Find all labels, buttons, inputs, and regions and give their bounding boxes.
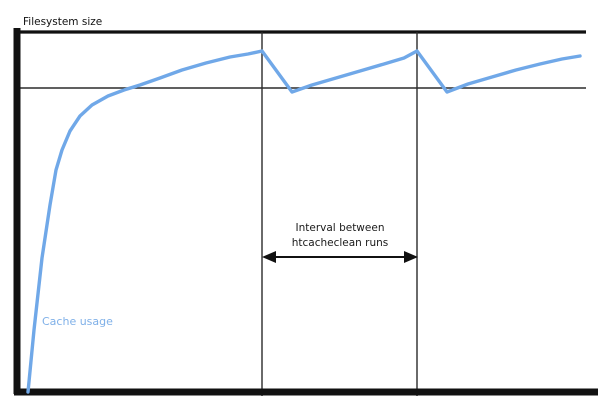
interval-arrow-head-left <box>262 251 276 263</box>
interval-annotation-line-1: Interval between <box>296 222 385 234</box>
interval-annotation-line-2: htcacheclean runs <box>292 237 389 249</box>
cache-usage-label: Cache usage <box>42 315 113 328</box>
interval-arrow-head-right <box>404 251 418 263</box>
cache-usage-curve <box>26 49 582 394</box>
filesystem-size-label: Filesystem size <box>23 16 102 28</box>
interval-double-arrow <box>262 251 418 263</box>
